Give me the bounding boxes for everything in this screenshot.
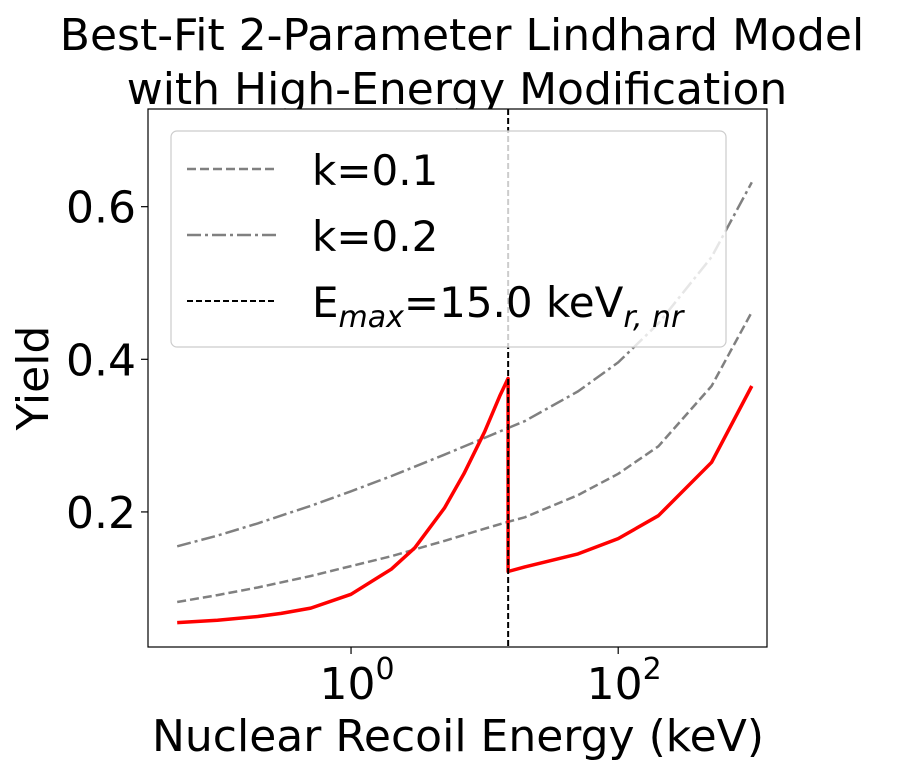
series-layer xyxy=(176,109,754,647)
y-axis-label: Yield xyxy=(8,326,59,432)
legend-label-k02: k=0.2 xyxy=(312,212,438,261)
legend-label-emax: Emax=15.0 keVr, nr xyxy=(312,278,685,335)
x-tick-label: 102 xyxy=(587,652,662,710)
y-tick-label: 0.2 xyxy=(66,488,136,539)
y-tick-label: 0.6 xyxy=(66,183,136,234)
series-k01-line xyxy=(176,311,753,604)
y-tick-label: 0.4 xyxy=(66,335,136,386)
legend: k=0.1 k=0.2 Emax=15.0 keVr, nr xyxy=(170,130,727,348)
x-axis-label: Nuclear Recoil Energy (keV) xyxy=(152,711,764,762)
chart-title-line-2: with High-Energy Modification xyxy=(127,64,788,115)
legend-label-k01: k=0.1 xyxy=(312,146,438,195)
tick-layer: 0.2 0.4 0.6 100 102 xyxy=(66,183,662,710)
chart-title-line-1: Best-Fit 2-Parameter Lindhard Model xyxy=(60,10,864,61)
series-fit-line xyxy=(177,376,754,625)
x-tick-label: 100 xyxy=(319,652,394,710)
series-k02-line xyxy=(176,181,753,548)
legend-frame xyxy=(170,130,727,348)
